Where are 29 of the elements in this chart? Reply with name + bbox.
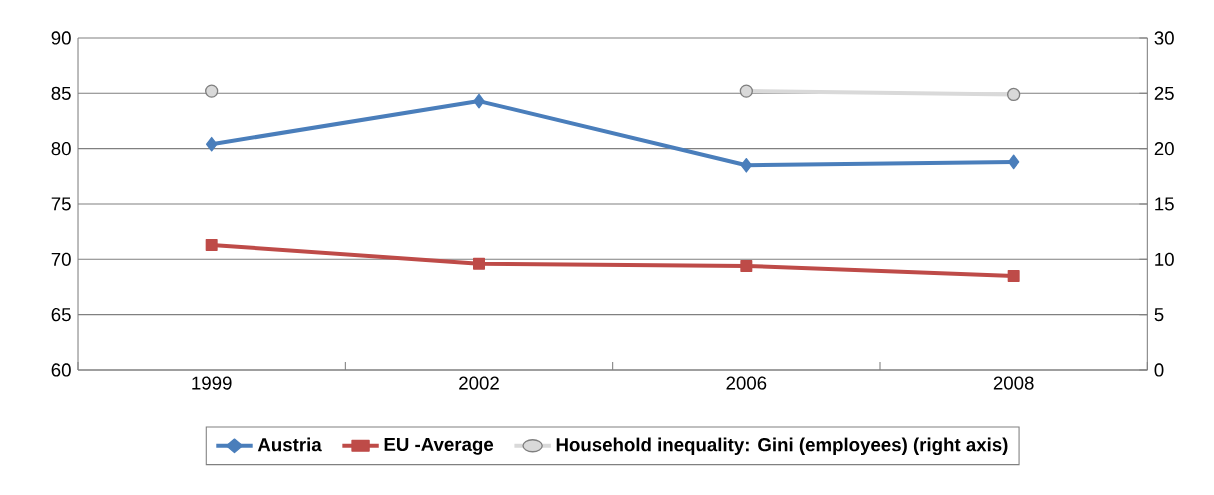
y2-tick-label: 10 — [1155, 252, 1174, 266]
point — [473, 93, 485, 109]
y-tick-label: 65 — [51, 308, 71, 322]
legend-label: Austria — [257, 437, 322, 452]
x-tick-label: 2002 — [459, 376, 499, 390]
y2-tick-label: 30 — [1154, 31, 1174, 45]
legend-label: EU -Average — [384, 437, 494, 455]
y-tick-label: 80 — [51, 142, 71, 156]
point — [1007, 269, 1020, 282]
point — [740, 259, 753, 272]
point — [205, 238, 218, 251]
x-tick-label: 1999 — [192, 376, 232, 390]
y-tick-label: 75 — [51, 197, 71, 211]
point — [740, 157, 752, 173]
y-tick-label: 85 — [51, 86, 71, 100]
legend-label: Household inequality: Gini (employees) (right axis) — [556, 437, 1008, 456]
y2-tick-label: 5 — [1154, 308, 1164, 322]
y2-tick-label: 20 — [1154, 142, 1174, 156]
x-tick-label: 2006 — [726, 376, 767, 390]
point — [206, 136, 218, 152]
y2-tick-label: 0 — [1154, 363, 1164, 377]
y2-tick-label: 15 — [1155, 197, 1174, 211]
y2-tick-label: 25 — [1154, 86, 1174, 100]
point — [1007, 154, 1020, 170]
y-tick-label: 60 — [51, 363, 71, 377]
y-tick-label: 90 — [51, 31, 71, 45]
x-tick-label: 2008 — [993, 376, 1034, 390]
y-tick-label: 70 — [51, 252, 71, 266]
point — [473, 257, 486, 270]
